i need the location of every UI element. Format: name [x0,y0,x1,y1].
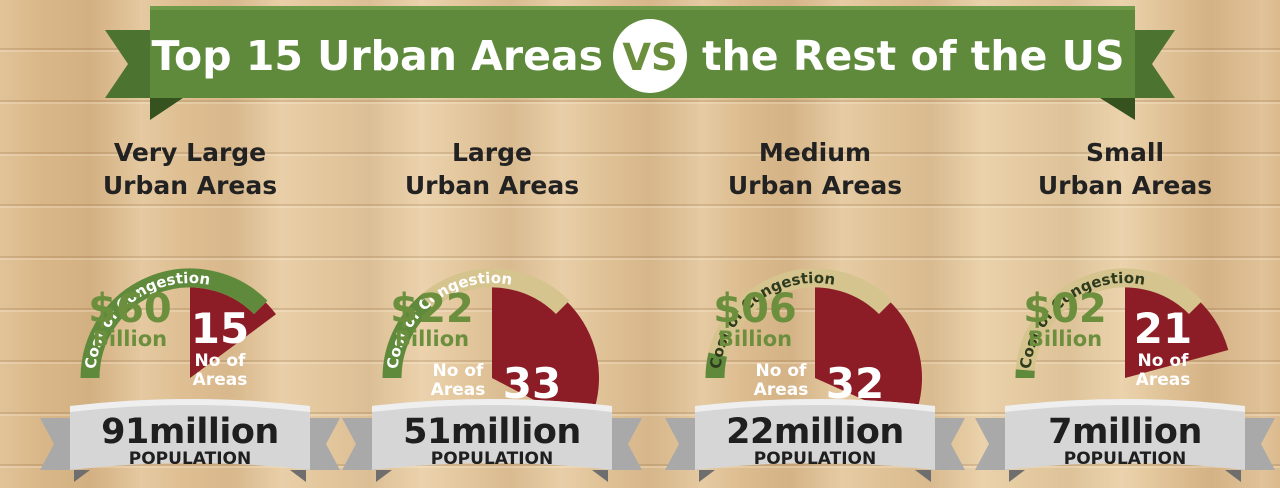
panel-title-line2: Urban Areas [102,171,278,200]
population-ribbon [40,399,340,482]
areas-pie-wedge [1125,271,1229,378]
cost-arc-fill [705,352,728,379]
panel-title-line1: Very Large [113,138,267,167]
population-value: 7million [1048,412,1202,452]
areas-label-line1: No of [756,361,808,381]
cost-arc-track [1015,268,1203,379]
banner-left-tail [105,30,150,98]
cost-value: $02 [1023,286,1107,332]
areas-label-line2: Areas [754,380,809,400]
population-ribbon [975,399,1275,482]
population-ribbon [342,399,642,482]
areas-label-line2: Areas [193,370,248,390]
panel-title-line1: Medium [758,138,872,167]
panel-title-line1: Small [1085,138,1165,167]
population-label: POPULATION [129,449,251,469]
cost-unit: Billion [718,327,792,351]
panel-title-line1: Large [452,138,532,167]
cost-value: $06 [713,286,797,332]
panel-title: Medium Urban Areas [655,136,975,202]
areas-label-line2: Areas [431,380,486,400]
population-label: POPULATION [754,449,876,469]
areas-label-line1: No of [433,361,485,381]
areas-count: 21 [1134,304,1192,353]
title-part2: the Rest of the US [702,32,1125,80]
banner-left-fold [150,98,183,120]
cost-unit: Billion [395,327,469,351]
vs-badge [613,19,687,93]
areas-label-line1: No of [1138,351,1190,371]
cost-value: $22 [390,286,474,332]
areas-count: 15 [191,304,249,353]
cost-value: $60 [88,286,172,332]
areas-label-line2: Areas [1136,370,1191,390]
areas-label-line1: No of [195,351,247,371]
population-ribbon [665,399,965,482]
category-panel: Very Large Urban Areas Cost of Congestion $… [30,130,350,488]
category-panel: Medium Urban Areas Cost of Congestion $06 Bi… [655,130,975,488]
panel-title: Very Large Urban Areas [30,136,350,202]
cost-unit: Billion [93,327,167,351]
population-label: POPULATION [1064,449,1186,469]
category-panel: Small Urban Areas Cost of Congestion $02 Bil… [965,130,1280,488]
panel-title-line2: Urban Areas [1037,171,1213,200]
cost-unit: Billion [1028,327,1102,351]
cost-arc-fill [382,294,434,379]
title-part1: Top 15 Urban Areas [152,32,603,80]
panel-title-line2: Urban Areas [727,171,903,200]
category-panel: Large Urban Areas Cost of Congestion $22 Bil… [332,130,652,488]
panel-title: Large Urban Areas [332,136,652,202]
cost-arc-track [705,268,893,379]
population-value: 51million [403,412,581,452]
population-label: POPULATION [431,449,553,469]
banner-right-fold [1100,98,1135,120]
vs-badge-label: VS [622,36,677,79]
banner-right-tail [1135,30,1175,98]
population-value: 22million [726,412,904,452]
panel-title: Small Urban Areas [965,136,1280,202]
panel-title-line2: Urban Areas [404,171,580,200]
areas-pie-wedge [815,271,922,422]
title-banner: Top 15 Urban Areas VS the Rest of the US [105,6,1175,120]
cost-arc-fill [80,268,268,379]
population-value: 91million [101,412,279,452]
areas-pie-wedge [492,271,599,428]
